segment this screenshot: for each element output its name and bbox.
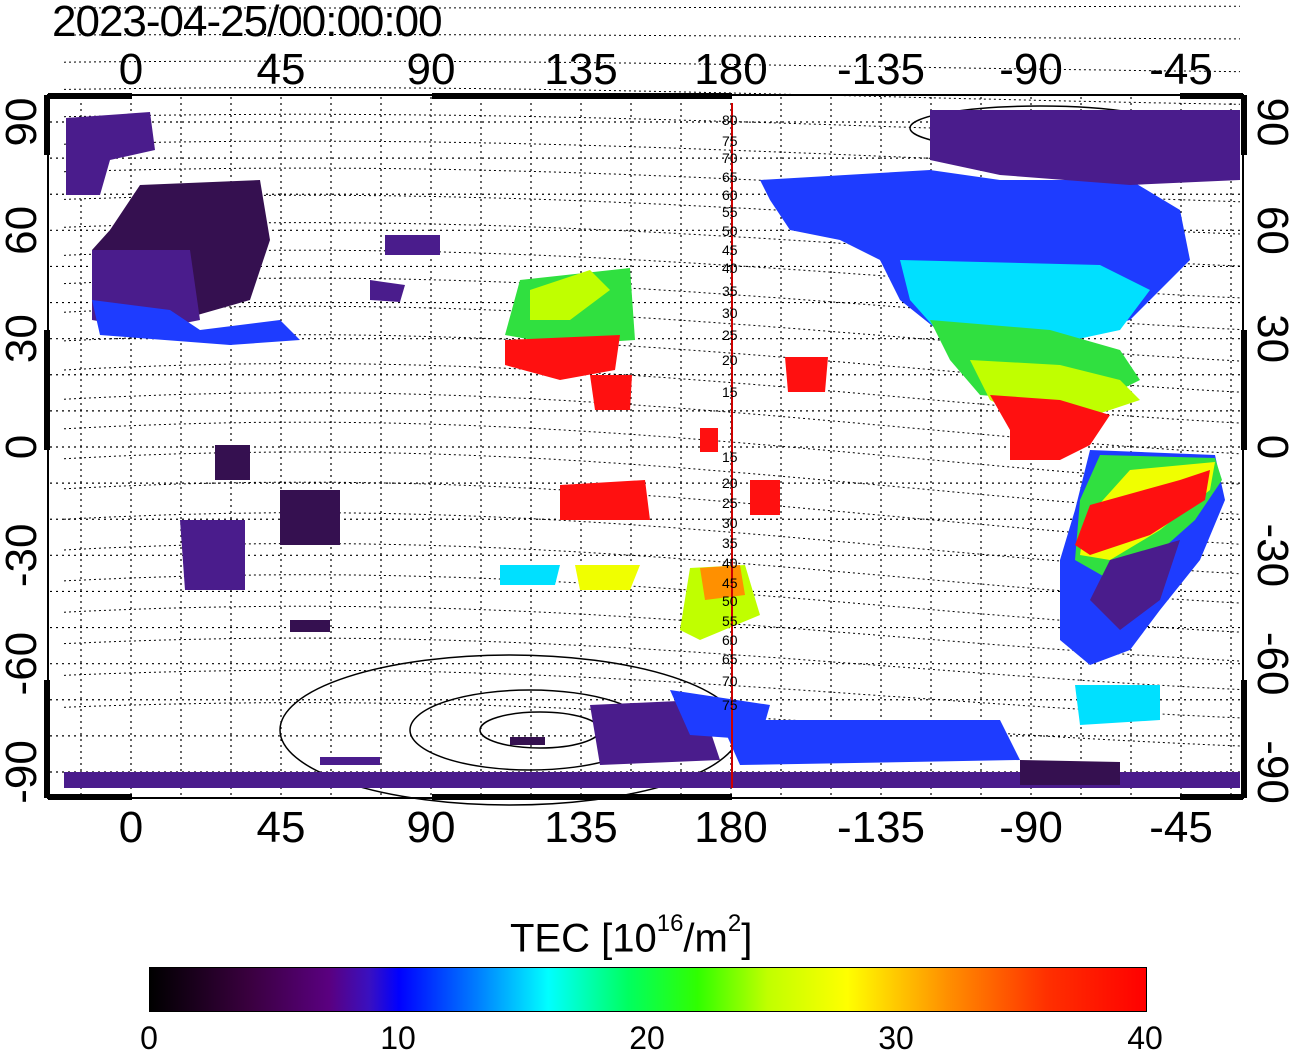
top-ticks-2: 90 [407,45,456,94]
colorbar-label-20: 20 [629,1020,665,1056]
contour-label-7: 45 [722,242,738,258]
colorbar-label-30: 30 [878,1020,914,1056]
left-ticks-5: -60 [0,632,46,696]
top-ticks-6: -90 [999,45,1063,94]
contour-label-6: 50 [722,223,738,239]
bottom-ticks-7: -45 [1149,803,1213,852]
left-latitude-labels: 90 60 30 0 -30 -60 -90 [0,98,46,804]
contour-label-13: 15 [722,384,738,400]
bottom-ticks-5: -135 [837,803,925,852]
colorbar-title-unit: /m [683,916,728,961]
tec-patch-med-blue [92,300,300,345]
contour-label-4: 60 [722,187,738,203]
top-ticks-4: 180 [694,45,767,94]
bottom-ticks-2: 90 [407,803,456,852]
colorbar-title-exponent: 16 [656,910,684,937]
colorbar-gradient [149,967,1147,1012]
contour-label-19: 40 [722,555,738,571]
right-ticks-4: -30 [1248,524,1294,588]
contour-label-16: 25 [722,495,738,511]
top-ticks-1: 45 [257,45,306,94]
colorbar-label-0: 0 [140,1020,158,1056]
tec-map: 0 45 90 135 180 -135 -90 -45 0 45 90 135 180 -135 -90… [0,5,1294,852]
tec-patch-south-america-red [1075,470,1210,555]
right-ticks-2: 30 [1248,314,1294,363]
contour-label-17: 30 [722,515,738,531]
contour-label-15: 20 [722,475,738,491]
right-ticks-3: 0 [1248,435,1294,459]
contour-label-0: 80 [722,112,738,128]
left-ticks-2: 30 [0,314,46,363]
contour-label-5: 55 [722,204,738,220]
top-ticks-3: 135 [544,45,617,94]
right-ticks-5: -60 [1248,632,1294,696]
colorbar-title: TEC [1016/m2] [510,910,752,958]
right-ticks-0: 90 [1248,98,1294,147]
bottom-ticks-6: -90 [999,803,1063,852]
frame-tick-bars [44,93,1247,800]
colorbar-title-prefix: TEC [10 [510,916,657,961]
contour-label-9: 35 [722,283,738,299]
contour-label-14: 15 [722,449,738,465]
bottom-ticks-4: 180 [694,803,767,852]
contour-label-21: 50 [722,593,738,609]
tec-patch-east-asia-red [505,335,620,380]
bottom-ticks-3: 135 [544,803,617,852]
contour-label-18: 35 [722,535,738,551]
contour-label-3: 65 [722,169,738,185]
contour-label-1: 75 [722,133,738,149]
tec-patch-arctic-europe [66,112,155,195]
colorbar-label-40: 40 [1127,1020,1163,1056]
right-ticks-6: -90 [1248,740,1294,804]
top-ticks-7: -45 [1149,45,1213,94]
tec-patch-south-africa [180,520,245,590]
contour-label-11: 25 [722,327,738,343]
contour-label-10: 30 [722,305,738,321]
top-ticks-5: -135 [837,45,925,94]
contour-label-25: 70 [722,673,738,689]
contour-label-26: 75 [722,697,738,713]
right-ticks-1: 60 [1248,206,1294,255]
tec-patch-arctic-canada [930,110,1240,185]
colorbar-title-suffix: ] [741,916,753,961]
contour-label-23: 60 [722,632,738,648]
tec-patch-antarctic-band [64,772,1240,788]
colorbar-title-unit-exponent: 2 [727,910,742,937]
contour-label-20: 45 [722,575,738,591]
timestamp-title: 2023-04-25/00:00:00 [52,0,443,46]
left-ticks-1: 60 [0,206,46,255]
tec-patch-central-america-red [990,395,1110,460]
right-latitude-labels: 90 60 30 0 -30 -60 -90 [1248,98,1294,804]
contour-label-22: 55 [722,613,738,629]
bottom-ticks-1: 45 [257,803,306,852]
left-ticks-4: -30 [0,524,46,588]
bottom-longitude-labels: 0 45 90 135 180 -135 -90 -45 [119,803,1213,852]
left-ticks-0: 90 [0,98,46,147]
contour-label-8: 40 [722,260,738,276]
contour-value-labels: 8075706560555045403530252015152025303540… [722,112,738,713]
left-ticks-6: -90 [0,740,46,804]
contour-label-2: 70 [722,150,738,166]
tec-data-patches [64,110,1240,788]
top-ticks-0: 0 [119,45,143,94]
colorbar-label-10: 10 [380,1020,416,1056]
top-longitude-labels: 0 45 90 135 180 -135 -90 -45 [119,45,1213,94]
left-ticks-3: 0 [0,435,46,459]
bottom-ticks-0: 0 [119,803,143,852]
contour-label-12: 20 [722,352,738,368]
contour-label-24: 65 [722,651,738,667]
